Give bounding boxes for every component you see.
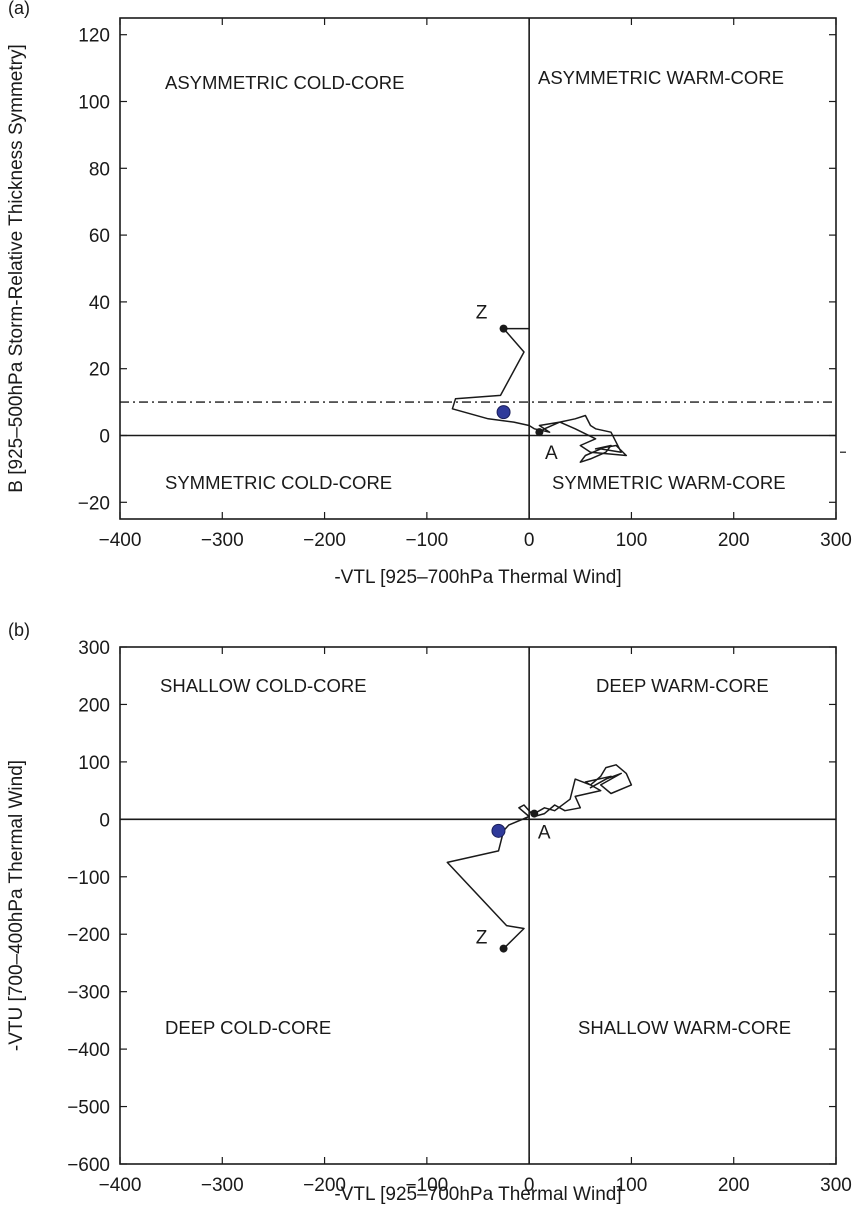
y-tick-label: 300	[78, 638, 110, 659]
marker-end	[499, 944, 508, 953]
x-tick-label: −100	[405, 530, 448, 551]
x-tick-label: 100	[616, 1175, 648, 1196]
x-tick-label: 0	[524, 1175, 535, 1196]
x-axis-title: -VTL [925–700hPa Thermal Wind]	[334, 567, 621, 588]
x-tick-label: 0	[524, 530, 535, 551]
y-axis-title: -VTU [700–400hPa Thermal Wind]	[6, 760, 27, 1051]
marker-end	[499, 324, 508, 333]
quadrant-label-bottom-left: SYMMETRIC COLD-CORE	[165, 472, 392, 493]
y-tick-label: −400	[67, 1040, 110, 1061]
marker-label-end: Z	[476, 303, 488, 324]
quadrant-label-bottom-right: SYMMETRIC WARM-CORE	[552, 472, 786, 493]
y-tick-label: 60	[89, 226, 110, 247]
y-tick-label: 100	[78, 753, 110, 774]
y-tick-label: −100	[67, 868, 110, 889]
marker-label-genesis: A	[538, 823, 551, 844]
chart-panel-a: (a)−400 −300 −200 −100 0 100 200 300−2002040608…	[6, 0, 852, 588]
y-axis-title: B [925–500hPa Storm-Relative Thickness S…	[6, 44, 27, 492]
y-tick-label: −20	[78, 493, 110, 514]
x-tick-label: 200	[718, 530, 750, 551]
marker-label-genesis: A	[545, 443, 558, 464]
x-axis-title: -VTL [925–700hPa Thermal Wind]	[334, 1184, 621, 1205]
x-tick-label: 300	[820, 530, 852, 551]
plot-frame	[119, 646, 837, 1165]
x-tick-label: 100	[616, 530, 648, 551]
quadrant-label-bottom-left: DEEP COLD-CORE	[165, 1017, 331, 1038]
y-tick-label: 0	[99, 810, 110, 831]
x-tick-label: −400	[99, 1175, 142, 1196]
y-tick-label: −600	[67, 1155, 110, 1176]
y-tick-label: 80	[89, 159, 110, 180]
x-tick-label: −100	[405, 1175, 448, 1196]
quadrant-label-top-left: SHALLOW COLD-CORE	[160, 675, 367, 696]
x-tick-label: −200	[303, 1175, 346, 1196]
y-tick-label: −300	[67, 983, 110, 1004]
chart-panel-b: (b) −400 −300 −200 −100 0 100 200 300 −600 −500 −40…	[6, 620, 852, 1205]
y-tick-label: 0	[99, 427, 110, 448]
plot-frame	[119, 17, 837, 520]
y-tick-label: 200	[78, 695, 110, 716]
quadrant-label-top-right: DEEP WARM-CORE	[596, 675, 769, 696]
x-tick-label: −300	[201, 530, 244, 551]
y-tick-label: 100	[78, 93, 110, 114]
panel-label: (b)	[8, 620, 30, 640]
x-tick-label: −300	[201, 1175, 244, 1196]
x-tick-label: −400	[99, 530, 142, 551]
quadrant-label-bottom-right: SHALLOW WARM-CORE	[578, 1017, 791, 1038]
y-tick-label: 40	[89, 293, 110, 314]
marker-genesis	[530, 809, 539, 818]
x-tick-label: 200	[718, 1175, 750, 1196]
marker-genesis	[535, 428, 544, 437]
y-tick-label: −500	[67, 1098, 110, 1119]
marker-highlight	[491, 823, 506, 838]
marker-label-end: Z	[476, 928, 488, 949]
quadrant-label-top-right: ASYMMETRIC WARM-CORE	[538, 67, 784, 88]
marker-highlight	[496, 405, 511, 420]
storm-track-line	[446, 764, 633, 950]
y-tick-label: 120	[78, 26, 110, 47]
y-tick-label: 20	[89, 360, 110, 381]
x-tick-label: −200	[303, 530, 346, 551]
quadrant-label-top-left: ASYMMETRIC COLD-CORE	[165, 72, 405, 93]
storm-track-line	[451, 327, 628, 463]
panel-label: (a)	[8, 0, 30, 18]
y-tick-label: −200	[67, 925, 110, 946]
x-tick-label: 300	[820, 1175, 852, 1196]
